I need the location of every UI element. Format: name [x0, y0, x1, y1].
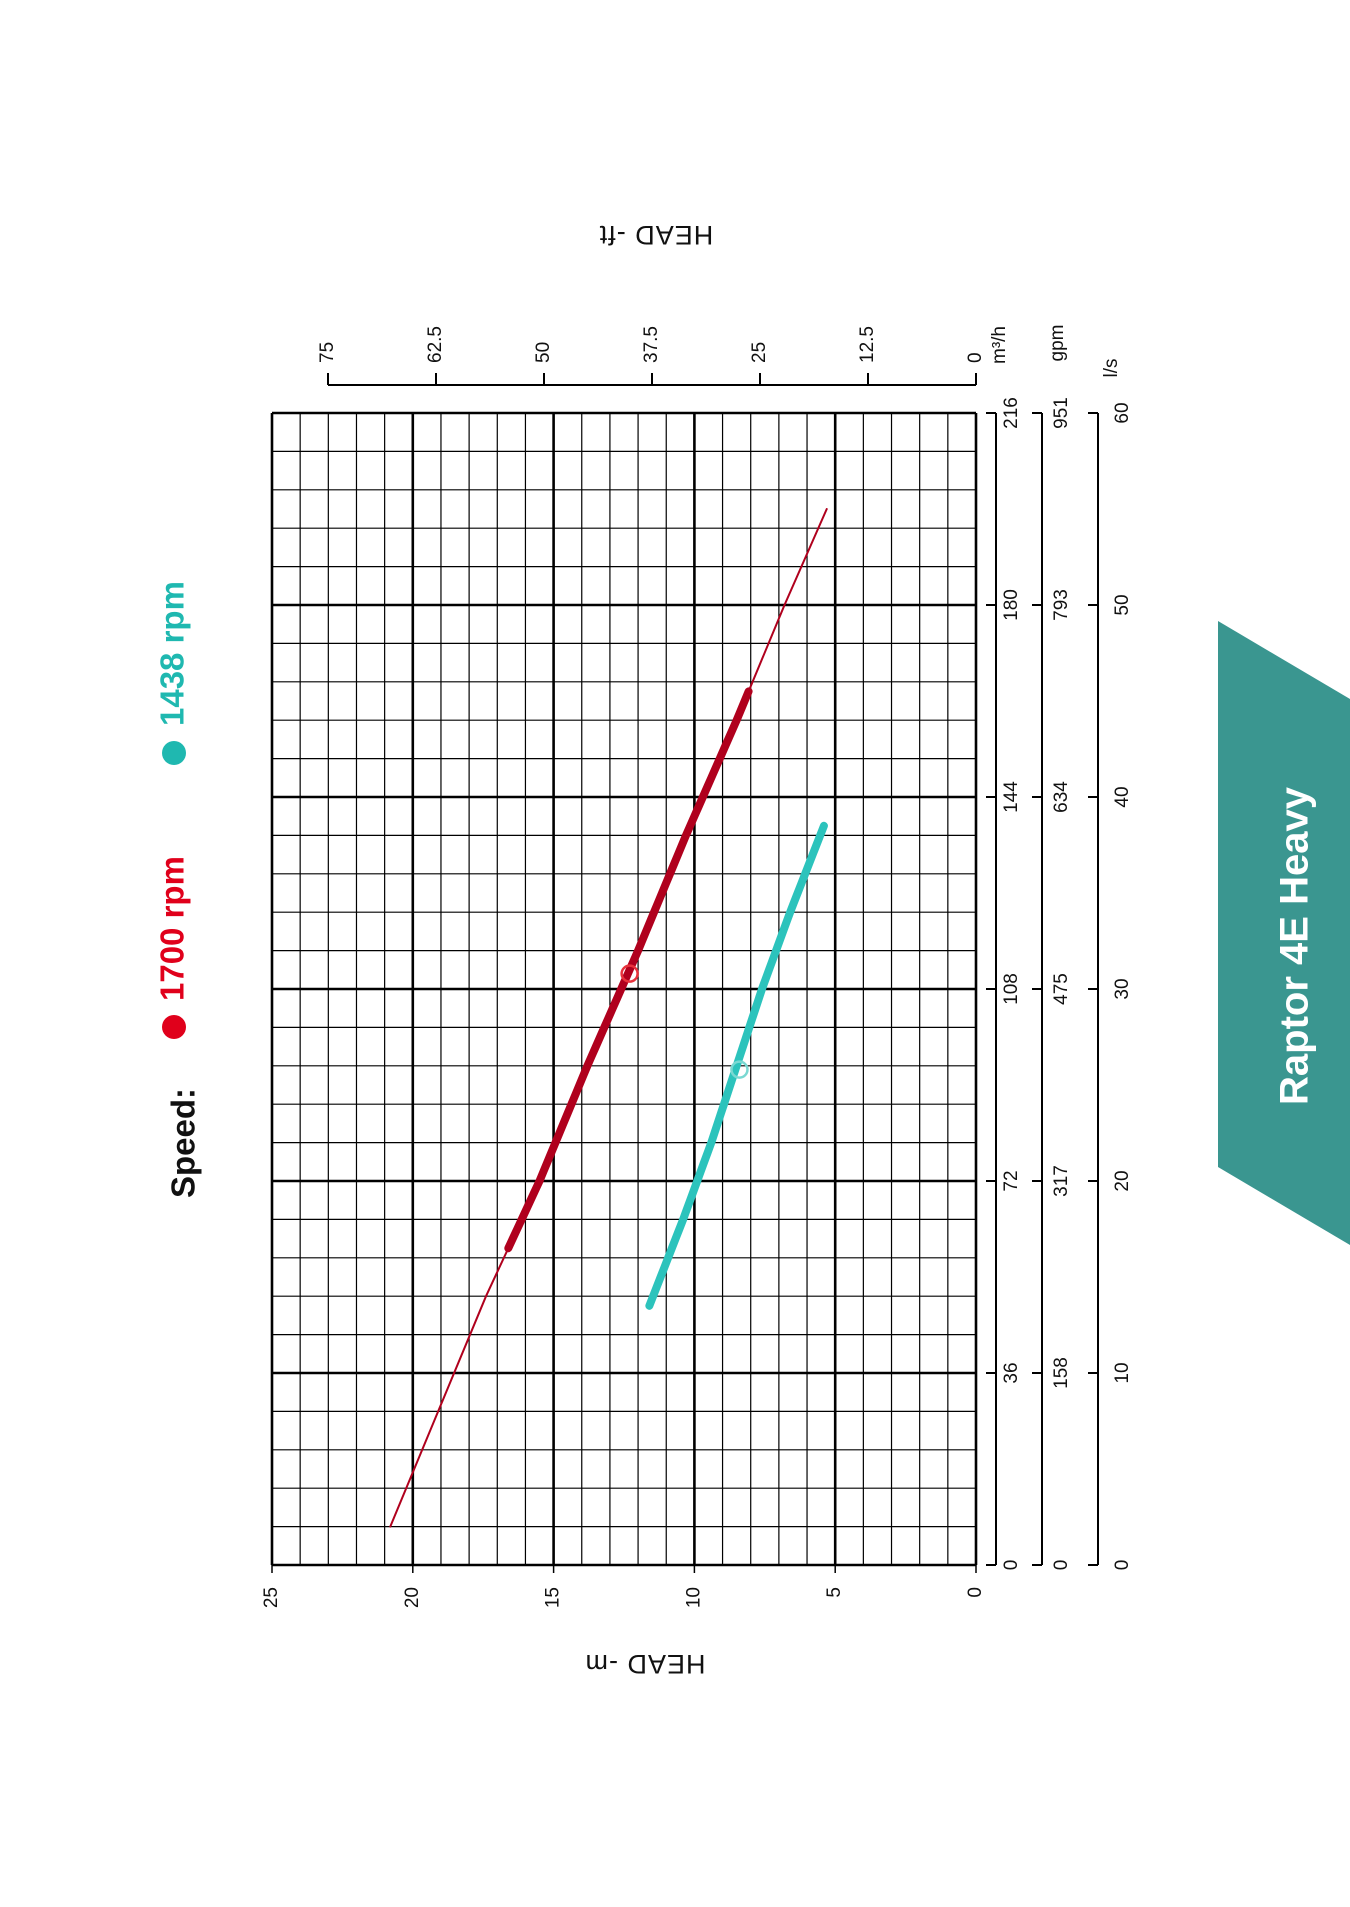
operating-range-1438-rpm	[645, 821, 828, 1310]
chart-grid	[270, 411, 978, 1567]
flow-lps-tick-label: 30	[1112, 978, 1133, 999]
chart-axes: 0 5 10 15 20 25 0 12.5 25 37.5 50 62.5 75 0 36 72 108 144…	[261, 325, 1133, 1609]
flow-lps-tick-label: 0	[1112, 1560, 1133, 1571]
flow-gpm-tick-label: 951	[1051, 397, 1072, 429]
unit-m3h-label: m³/h	[989, 326, 1010, 364]
head-m-tick-label: 20	[402, 1587, 423, 1608]
flow-m3h-tick-label: 216	[1001, 397, 1022, 429]
duty-point-1438-rpm	[730, 1060, 749, 1079]
head-ft-tick-label: 62.5	[425, 326, 446, 363]
head-ft-axis-title: HEAD -ft	[599, 220, 714, 250]
product-badge-label: Raptor 4E Heavy	[1273, 786, 1317, 1105]
flow-lps-tick-label: 10	[1112, 1362, 1133, 1383]
flow-gpm-tick-label: 317	[1051, 1165, 1072, 1197]
flow-m3h-tick-label: 0	[1001, 1560, 1022, 1571]
unit-gpm-label: gpm	[1047, 325, 1068, 362]
duty-point-1700-rpm	[620, 964, 639, 983]
legend-marker-1438	[162, 741, 186, 765]
flow-m3h-tick-label: 144	[1001, 781, 1022, 813]
head-ft-tick-label: 12.5	[857, 326, 878, 363]
head-m-tick-label: 15	[543, 1587, 564, 1608]
legend-label-1700: 1700 rpm	[154, 856, 191, 1001]
legend-prefix: Speed:	[165, 1088, 202, 1198]
legend-marker-1700	[162, 1015, 186, 1039]
legend: Speed: 1700 rpm 1438 rpm	[154, 581, 202, 1198]
unit-lps-label: l/s	[1101, 359, 1122, 378]
chart-series	[389, 508, 828, 1528]
head-ft-tick-label: 75	[317, 342, 338, 363]
flow-lps-tick-label: 40	[1112, 786, 1133, 807]
product-badge	[1218, 621, 1350, 1245]
flow-gpm-tick-label: 634	[1051, 781, 1072, 813]
flow-m3h-tick-label: 108	[1001, 973, 1022, 1005]
flow-gpm-tick-label: 0	[1051, 1560, 1072, 1571]
flow-lps-tick-label: 20	[1112, 1170, 1133, 1191]
head-ft-tick-label: 0	[965, 352, 986, 363]
head-m-tick-label: 0	[965, 1587, 986, 1598]
head-ft-tick-label: 50	[533, 342, 554, 363]
flow-m3h-tick-label: 180	[1001, 589, 1022, 621]
flow-m3h-tick-label: 72	[1001, 1170, 1022, 1191]
head-ft-tick-label: 37.5	[641, 326, 662, 363]
flow-m3h-tick-label: 36	[1001, 1362, 1022, 1383]
legend-label-1438: 1438 rpm	[154, 581, 191, 726]
flow-gpm-tick-label: 793	[1051, 589, 1072, 621]
head-m-tick-label: 10	[683, 1587, 704, 1608]
head-m-tick-label: 25	[261, 1587, 282, 1608]
flow-gpm-tick-label: 158	[1051, 1357, 1072, 1389]
flow-gpm-tick-label: 475	[1051, 973, 1072, 1005]
head-ft-tick-label: 25	[749, 342, 770, 363]
head-m-tick-label: 5	[824, 1587, 845, 1598]
flow-lps-tick-label: 50	[1112, 594, 1133, 615]
operating-range-1700-rpm	[504, 687, 753, 1253]
flow-lps-tick-label: 60	[1112, 402, 1133, 423]
head-m-axis-title: HEAD -m	[585, 1649, 706, 1679]
